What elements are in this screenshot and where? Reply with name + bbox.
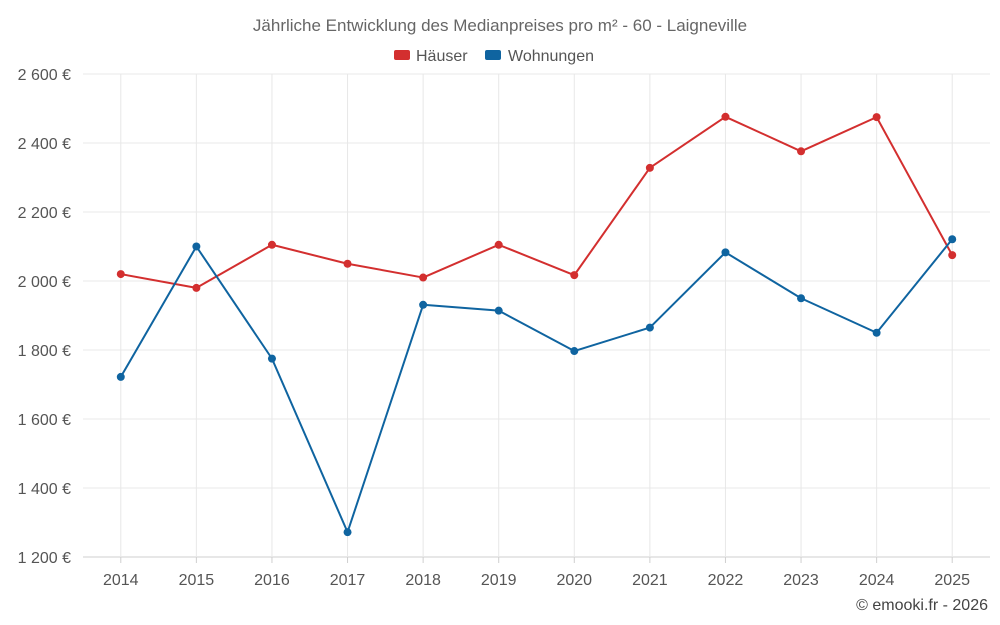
y-tick-label: 1 600 € (18, 412, 71, 429)
data-point[interactable] (872, 328, 881, 337)
series-line (119, 238, 953, 534)
y-axis-ticks: 1 200 € 1 400 € 1 600 € 1 800 € 2 000 € 2 200… (18, 67, 71, 567)
y-tick-label: 1 800 € (18, 343, 71, 360)
legend-item-houses[interactable]: Häuser (394, 48, 468, 65)
grid (83, 73, 990, 563)
legend: Häuser Wohnungen (394, 48, 594, 65)
x-axis-ticks: 2014 2015 2016 2017 2018 2019 2020 2021 2022 2023… (103, 572, 970, 589)
data-point[interactable] (343, 528, 352, 537)
x-tick-label: 2014 (103, 572, 139, 589)
series (116, 112, 957, 537)
x-tick-label: 2015 (179, 572, 215, 589)
series-houses (116, 112, 957, 292)
data-point[interactable] (948, 235, 957, 244)
y-tick-label: 2 400 € (18, 136, 71, 153)
data-point[interactable] (192, 242, 201, 251)
x-tick-label: 2018 (405, 572, 441, 589)
y-tick-label: 1 400 € (18, 481, 71, 498)
x-tick-label: 2019 (481, 572, 517, 589)
data-point[interactable] (267, 240, 276, 249)
data-point[interactable] (267, 354, 276, 363)
chart-title: Jährliche Entwicklung des Medianpreises … (253, 16, 747, 35)
y-tick-label: 2 600 € (18, 67, 71, 84)
data-point[interactable] (192, 283, 201, 292)
y-tick-label: 1 200 € (18, 550, 71, 567)
x-tick-label: 2017 (330, 572, 366, 589)
data-point[interactable] (721, 112, 730, 121)
series-line (120, 115, 954, 289)
legend-swatch-houses (394, 50, 410, 60)
data-point[interactable] (797, 147, 806, 156)
legend-swatch-apartments (485, 50, 501, 60)
data-point[interactable] (116, 372, 125, 381)
data-point[interactable] (116, 270, 125, 279)
credit-text: © emooki.fr - 2026 (856, 597, 988, 614)
y-tick-label: 2 000 € (18, 274, 71, 291)
x-tick-label: 2021 (632, 572, 668, 589)
data-point[interactable] (645, 323, 654, 332)
data-point[interactable] (419, 300, 428, 309)
y-tick-label: 2 200 € (18, 205, 71, 222)
legend-item-apartments[interactable]: Wohnungen (485, 48, 594, 65)
data-point[interactable] (419, 273, 428, 282)
data-point[interactable] (570, 271, 579, 280)
x-tick-label: 2023 (783, 572, 819, 589)
x-tick-label: 2024 (859, 572, 895, 589)
x-tick-label: 2022 (708, 572, 744, 589)
legend-label-houses: Häuser (416, 48, 468, 65)
x-tick-label: 2016 (254, 572, 290, 589)
data-point[interactable] (494, 306, 503, 315)
data-point[interactable] (645, 163, 654, 172)
series-apartments (116, 235, 957, 537)
x-tick-label: 2025 (934, 572, 970, 589)
data-point[interactable] (948, 251, 957, 260)
legend-label-apartments: Wohnungen (508, 48, 594, 65)
data-point[interactable] (343, 259, 352, 268)
data-point[interactable] (494, 240, 503, 249)
data-point[interactable] (872, 113, 881, 122)
x-tick-label: 2020 (556, 572, 592, 589)
data-point[interactable] (721, 248, 730, 257)
data-point[interactable] (797, 294, 806, 303)
data-point[interactable] (570, 347, 579, 356)
